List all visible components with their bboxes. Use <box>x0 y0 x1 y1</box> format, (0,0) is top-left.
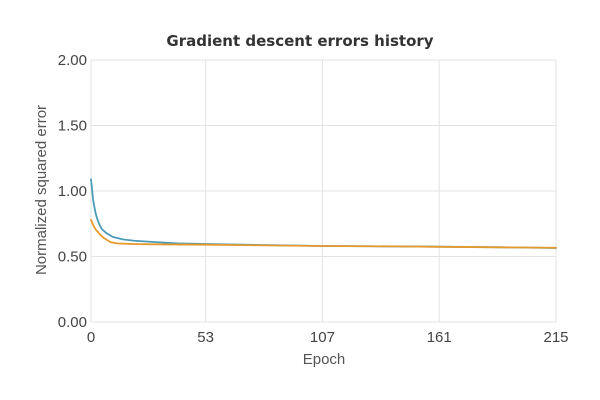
x-axis-label: Epoch <box>303 351 346 368</box>
x-tick-label: 53 <box>197 329 214 346</box>
y-tick-label: 0.00 <box>58 314 87 331</box>
y-tick-label: 0.50 <box>58 249 87 266</box>
x-tick-label: 161 <box>427 329 452 346</box>
grid-lines <box>90 59 557 323</box>
series-line-1 <box>90 178 557 249</box>
y-axis-label: Normalized squared error <box>33 105 50 275</box>
y-tick-label: 2.00 <box>58 52 87 69</box>
x-tick-label: 215 <box>543 329 568 346</box>
y-tick-label: 1.50 <box>58 118 87 135</box>
series-group <box>90 178 557 249</box>
chart-title: Gradient descent errors history <box>166 32 433 50</box>
y-tick-label: 1.00 <box>58 183 87 200</box>
y-axis-ticks: 0.00 0.50 1.00 1.50 2.00 <box>58 52 87 331</box>
series-line-2 <box>90 218 557 249</box>
x-axis-ticks: 0 53 107 161 215 <box>87 329 569 346</box>
x-tick-label: 0 <box>87 329 95 346</box>
x-tick-label: 107 <box>310 329 335 346</box>
